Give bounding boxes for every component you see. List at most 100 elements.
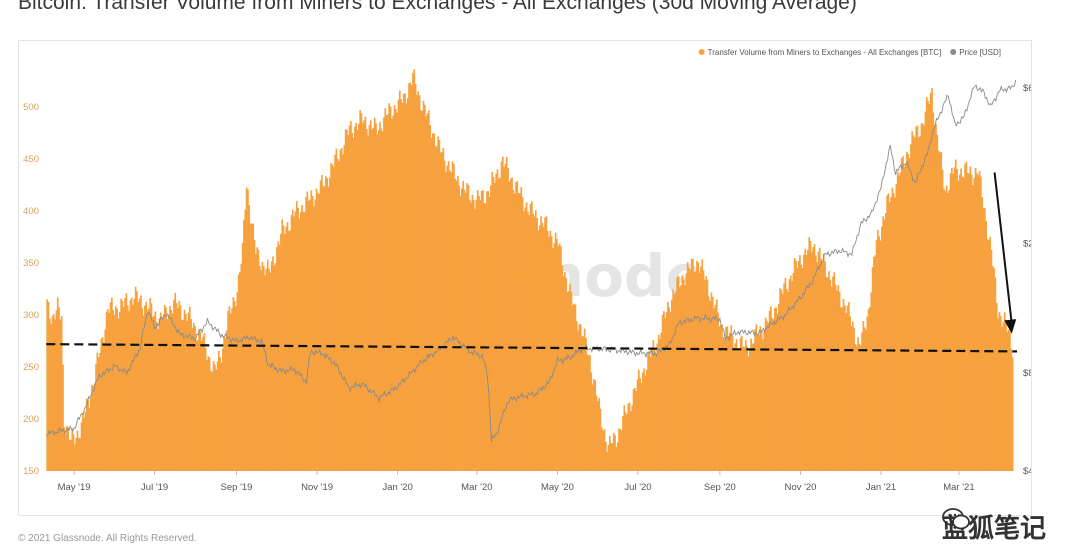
volume-bar bbox=[980, 176, 982, 471]
volume-bar bbox=[969, 166, 972, 471]
volume-bar bbox=[232, 297, 235, 471]
volume-bar bbox=[760, 330, 763, 471]
volume-bar bbox=[568, 290, 570, 471]
volume-bar bbox=[149, 297, 152, 471]
volume-bar bbox=[661, 314, 664, 471]
volume-bar bbox=[56, 297, 59, 471]
volume-bar bbox=[686, 262, 689, 471]
volume-bar bbox=[718, 326, 721, 471]
volume-bar bbox=[128, 310, 130, 471]
volume-bar bbox=[512, 189, 515, 471]
volume-bar bbox=[78, 437, 80, 471]
volume-bar bbox=[138, 298, 141, 471]
volume-bar bbox=[540, 216, 542, 471]
volume-bar bbox=[752, 343, 755, 471]
volume-bar bbox=[961, 176, 964, 471]
volume-bar bbox=[335, 148, 338, 471]
volume-bar bbox=[396, 112, 398, 472]
volume-bar bbox=[737, 348, 739, 471]
volume-bar bbox=[72, 434, 75, 471]
wechat-icon bbox=[942, 508, 970, 530]
chart-card: glassnode Price [USD]Transfer Volume fro… bbox=[18, 40, 1032, 516]
volume-bar bbox=[673, 294, 676, 471]
volume-bar bbox=[89, 398, 92, 471]
volume-bar bbox=[438, 140, 441, 472]
volume-bar bbox=[219, 357, 221, 471]
volume-bar bbox=[532, 213, 535, 471]
volume-bar bbox=[668, 307, 671, 471]
volume-bar bbox=[722, 337, 725, 471]
volume-bar bbox=[814, 255, 817, 471]
volume-bar bbox=[812, 247, 814, 471]
volume-bar bbox=[655, 354, 657, 471]
volume-bar bbox=[426, 113, 429, 472]
decline-arrow-head bbox=[1004, 319, 1017, 334]
volume-bar bbox=[873, 256, 875, 471]
volume-bar bbox=[989, 236, 991, 471]
volume-bar bbox=[700, 266, 702, 471]
trend-dashed-line bbox=[46, 343, 1018, 353]
price-line bbox=[46, 79, 1017, 442]
volume-bar bbox=[66, 425, 68, 471]
account-watermark: 蓝狐笔记 bbox=[942, 508, 1046, 545]
volume-bar bbox=[451, 161, 454, 471]
volume-bar bbox=[836, 290, 838, 471]
volume-bar bbox=[863, 327, 866, 471]
volume-bar bbox=[392, 115, 395, 471]
volume-bar bbox=[601, 427, 603, 471]
volume-bar bbox=[134, 286, 137, 471]
volume-bar bbox=[154, 311, 157, 471]
volume-bar bbox=[406, 98, 409, 471]
volume-bar bbox=[710, 292, 713, 471]
price-path bbox=[46, 79, 1017, 442]
volume-bar bbox=[862, 321, 865, 471]
volume-bar bbox=[59, 319, 62, 471]
volume-bar bbox=[516, 181, 519, 471]
volume-bar bbox=[694, 271, 697, 471]
volume-bar bbox=[468, 200, 471, 471]
volume-bar bbox=[276, 246, 278, 471]
volume-bar bbox=[915, 126, 918, 471]
volume-bar bbox=[595, 395, 598, 471]
volume-bar bbox=[450, 172, 453, 471]
volume-bar bbox=[781, 293, 784, 471]
volume-bar bbox=[723, 339, 726, 471]
volume-bar bbox=[578, 323, 581, 471]
volume-bar bbox=[949, 173, 952, 471]
volume-bar bbox=[944, 191, 947, 472]
volume-bar bbox=[85, 398, 88, 471]
volume-bar bbox=[772, 319, 775, 471]
volume-bar bbox=[130, 297, 133, 471]
volume-bar bbox=[54, 319, 56, 471]
volume-bar bbox=[288, 230, 290, 471]
volume-bar bbox=[808, 237, 811, 471]
volume-bar bbox=[583, 328, 586, 471]
volume-bar bbox=[717, 312, 719, 471]
volume-bar bbox=[869, 307, 871, 471]
volume-bar bbox=[585, 338, 587, 471]
volume-bar bbox=[958, 174, 961, 471]
volume-bar bbox=[132, 305, 134, 471]
volume-bar bbox=[107, 309, 109, 471]
volume-bar bbox=[495, 173, 498, 471]
volume-bar bbox=[169, 305, 171, 471]
volume-bar bbox=[764, 317, 767, 471]
volume-bar bbox=[309, 199, 311, 472]
volume-bar bbox=[586, 354, 589, 471]
volume-bar bbox=[182, 319, 185, 471]
volume-bar bbox=[105, 311, 108, 471]
volume-bar bbox=[466, 183, 468, 471]
volume-bar bbox=[680, 285, 682, 471]
volume-bar bbox=[410, 85, 413, 471]
volume-bar bbox=[545, 216, 548, 471]
volume-bar bbox=[744, 340, 747, 471]
volume-bar bbox=[212, 361, 215, 471]
volume-bar bbox=[412, 72, 414, 471]
volume-bar bbox=[804, 248, 807, 471]
volume-bar bbox=[620, 430, 623, 471]
volume-bar bbox=[936, 134, 939, 471]
volume-bar bbox=[297, 207, 299, 471]
volume-bar bbox=[480, 190, 483, 471]
volume-bar bbox=[321, 175, 323, 471]
volume-bar bbox=[239, 271, 241, 471]
